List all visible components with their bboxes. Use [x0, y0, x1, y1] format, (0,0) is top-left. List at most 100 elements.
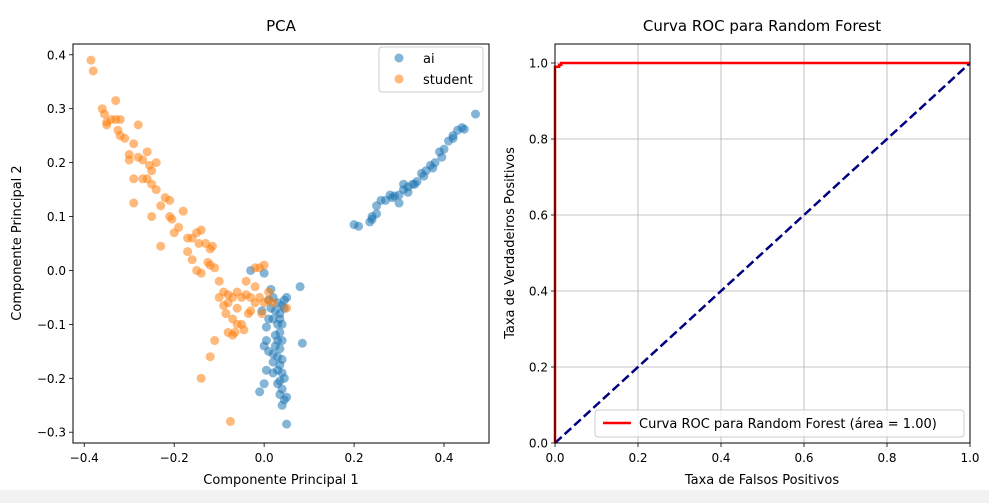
pca-point-ai: [437, 152, 447, 162]
roc-x-tick-label: 1.0: [960, 451, 979, 465]
pca-point-student: [111, 114, 121, 124]
pca-x-tick-label: −0.2: [160, 451, 189, 465]
roc-legend-box: [594, 409, 965, 438]
pca-point-student: [111, 96, 121, 106]
pca-y-tick-label: 0.1: [47, 210, 66, 224]
roc-y-tick-label: 0.2: [529, 361, 548, 375]
pca-point-student: [99, 109, 109, 119]
roc-plot-frame: [554, 43, 971, 444]
pca-point-ai: [295, 282, 305, 292]
pca-point-student: [169, 228, 179, 238]
pca-point-student: [282, 303, 292, 313]
pca-point-student: [196, 373, 206, 383]
pca-point-student: [207, 241, 217, 251]
roc-x-ticks: 0.0 0.2 0.4 0.6 0.8 1.0: [545, 443, 980, 465]
roc-x-tick-label: 0.4: [711, 451, 730, 465]
pca-point-student: [138, 174, 148, 184]
pca-point-ai: [282, 419, 292, 429]
pca-point-ai: [255, 387, 265, 397]
pca-point-ai: [399, 179, 409, 189]
pca-y-tick-label: 0.2: [47, 156, 66, 170]
pca-x-tick-label: 0.0: [255, 451, 274, 465]
roc-diagonal-line: [554, 62, 971, 444]
pca-point-student: [264, 287, 274, 297]
pca-point-ai: [277, 400, 287, 410]
roc-legend: Curva ROC para Random Forest (área = 1.0…: [594, 409, 965, 438]
pca-point-student: [156, 201, 166, 211]
roc-y-tick-label: 0.8: [529, 133, 548, 147]
pca-point-student: [187, 255, 197, 265]
pca-point-student: [142, 147, 152, 157]
pca-point-student: [147, 166, 157, 176]
roc-title: Curva ROC para Random Forest: [643, 17, 881, 35]
pca-point-student: [210, 336, 220, 346]
pca-point-student: [86, 55, 96, 65]
pca-y-tick-label: 0.3: [47, 102, 66, 116]
pca-point-student: [120, 133, 130, 143]
pca-point-ai: [264, 314, 274, 324]
roc-y-tick-label: 0.6: [529, 209, 548, 223]
figure: PCA −0.4 −0.2 0.0 0.2 0.4 −0.3 −0.2 −0.1 0.0 0.1…: [10, 17, 980, 488]
pca-point-student: [196, 225, 206, 235]
pca-plot-frame: [72, 43, 490, 444]
pca-point-student: [228, 330, 238, 340]
pca-point-student: [210, 263, 220, 273]
pca-chart: PCA −0.4 −0.2 0.0 0.2 0.4 −0.3 −0.2 −0.1 0.0 0.1…: [10, 17, 490, 488]
pca-point-student: [88, 66, 98, 76]
pca-y-tick-label: 0.0: [47, 264, 66, 278]
pca-point-student: [192, 265, 202, 275]
pca-point-student: [250, 282, 260, 292]
pca-point-student: [219, 301, 229, 311]
pca-point-ai: [259, 379, 269, 389]
pca-point-student: [257, 309, 267, 319]
pca-point-student: [214, 292, 224, 302]
pca-point-ai: [410, 179, 420, 189]
pca-point-student: [133, 120, 143, 130]
roc-y-tick-label: 0.0: [529, 437, 548, 451]
pca-point-ai: [261, 322, 271, 332]
pca-point-ai: [428, 163, 438, 173]
pca-y-ticks: −0.3 −0.2 −0.1 0.0 0.1 0.2 0.3 0.4: [37, 48, 73, 440]
pca-x-ticks: −0.4 −0.2 0.0 0.2 0.4: [70, 443, 454, 465]
pca-point-student: [102, 120, 112, 130]
pca-point-student: [167, 214, 177, 224]
pca-point-ai: [277, 336, 287, 346]
pca-point-student: [246, 306, 256, 316]
pca-point-ai: [268, 368, 278, 378]
roc-x-tick-label: 0.2: [628, 451, 647, 465]
pca-point-ai: [354, 221, 364, 231]
pca-point-ai: [261, 365, 271, 375]
pca-point-student: [232, 303, 242, 313]
roc-chart: Curva ROC para Random Forest 0.0 0.2 0.4 0.…: [503, 17, 980, 488]
roc-x-axis-label: Taxa de Falsos Positivos: [684, 473, 839, 488]
pca-point-ai: [372, 201, 382, 211]
pca-point-student: [183, 247, 193, 257]
pca-point-student: [205, 352, 215, 362]
bottom-strip: [0, 490, 989, 503]
pca-point-ai: [459, 124, 469, 134]
roc-x-tick-label: 0.8: [877, 451, 896, 465]
pca-legend-marker-ai: [394, 53, 404, 63]
pca-point-student: [225, 416, 235, 426]
pca-legend: ai student: [378, 46, 484, 93]
pca-x-tick-label: 0.2: [345, 451, 364, 465]
pca-point-student: [147, 212, 157, 222]
pca-point-student: [239, 325, 249, 335]
pca-point-student: [214, 276, 224, 286]
pca-point-student: [129, 174, 139, 184]
pca-point-student: [138, 155, 148, 165]
pca-point-ai: [279, 373, 289, 383]
pca-point-student: [156, 241, 166, 251]
pca-points: [86, 55, 481, 429]
pca-point-ai: [448, 133, 458, 143]
pca-point-student: [250, 263, 260, 273]
pca-point-student: [259, 260, 269, 270]
pca-point-student: [129, 139, 139, 149]
pca-point-ai: [297, 338, 307, 348]
pca-title: PCA: [266, 17, 297, 35]
pca-point-ai: [268, 357, 278, 367]
pca-point-student: [194, 239, 204, 248]
roc-x-tick-label: 0.0: [545, 451, 564, 465]
pca-y-tick-label: −0.2: [37, 372, 66, 386]
pca-y-axis-label: Componente Principal 2: [10, 165, 25, 320]
